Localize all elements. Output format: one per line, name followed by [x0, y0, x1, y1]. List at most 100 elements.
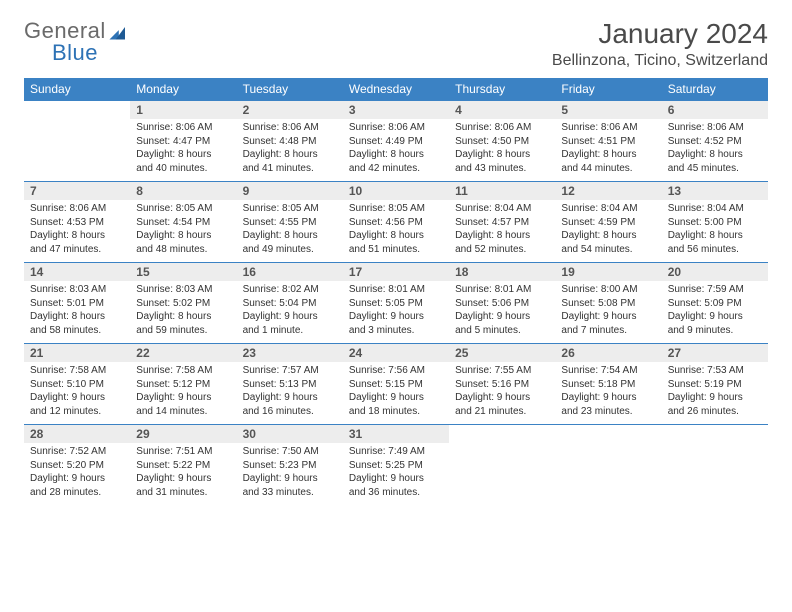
day-ss: Sunset: 5:02 PM [136, 297, 230, 311]
day-number-cell: 30 [237, 425, 343, 444]
day-ss: Sunset: 5:12 PM [136, 378, 230, 392]
day-sr: Sunrise: 8:03 AM [30, 283, 124, 297]
logo: GeneralBlue [24, 18, 128, 66]
weekday-header-row: Sunday Monday Tuesday Wednesday Thursday… [24, 78, 768, 101]
day-detail-cell: Sunrise: 8:00 AMSunset: 5:08 PMDaylight:… [555, 281, 661, 344]
day-d1: Daylight: 9 hours [30, 391, 124, 405]
day-ss: Sunset: 4:49 PM [349, 135, 443, 149]
day-sr: Sunrise: 8:06 AM [243, 121, 337, 135]
day-sr: Sunrise: 7:51 AM [136, 445, 230, 459]
day-d1: Daylight: 8 hours [30, 310, 124, 324]
day-detail-row: Sunrise: 8:03 AMSunset: 5:01 PMDaylight:… [24, 281, 768, 344]
weekday-header: Wednesday [343, 78, 449, 101]
day-number-cell: 11 [449, 182, 555, 201]
day-detail-cell: Sunrise: 8:06 AMSunset: 4:51 PMDaylight:… [555, 119, 661, 182]
day-d2: and 43 minutes. [455, 162, 549, 176]
day-sr: Sunrise: 8:06 AM [561, 121, 655, 135]
day-detail-cell: Sunrise: 8:03 AMSunset: 5:02 PMDaylight:… [130, 281, 236, 344]
day-detail-cell: Sunrise: 8:06 AMSunset: 4:47 PMDaylight:… [130, 119, 236, 182]
day-d2: and 9 minutes. [668, 324, 762, 338]
day-number-cell: 2 [237, 101, 343, 120]
day-detail-cell: Sunrise: 8:04 AMSunset: 5:00 PMDaylight:… [662, 200, 768, 263]
day-sr: Sunrise: 8:04 AM [561, 202, 655, 216]
day-detail-cell: Sunrise: 8:06 AMSunset: 4:48 PMDaylight:… [237, 119, 343, 182]
day-d2: and 26 minutes. [668, 405, 762, 419]
day-number-cell: 28 [24, 425, 130, 444]
day-d2: and 42 minutes. [349, 162, 443, 176]
day-number-cell: 3 [343, 101, 449, 120]
day-ss: Sunset: 5:23 PM [243, 459, 337, 473]
logo-mark-icon [108, 27, 128, 41]
day-ss: Sunset: 4:50 PM [455, 135, 549, 149]
day-detail-cell: Sunrise: 8:04 AMSunset: 4:57 PMDaylight:… [449, 200, 555, 263]
day-d2: and 28 minutes. [30, 486, 124, 500]
day-sr: Sunrise: 7:53 AM [668, 364, 762, 378]
day-d1: Daylight: 9 hours [455, 391, 549, 405]
day-number-row: 28293031 [24, 425, 768, 444]
day-d1: Daylight: 8 hours [455, 229, 549, 243]
day-ss: Sunset: 5:04 PM [243, 297, 337, 311]
weekday-header: Friday [555, 78, 661, 101]
day-ss: Sunset: 5:22 PM [136, 459, 230, 473]
day-ss: Sunset: 4:51 PM [561, 135, 655, 149]
day-sr: Sunrise: 7:54 AM [561, 364, 655, 378]
day-number-cell: 20 [662, 263, 768, 282]
day-sr: Sunrise: 8:06 AM [349, 121, 443, 135]
day-detail-cell: Sunrise: 8:01 AMSunset: 5:06 PMDaylight:… [449, 281, 555, 344]
day-sr: Sunrise: 8:04 AM [668, 202, 762, 216]
day-d2: and 54 minutes. [561, 243, 655, 257]
day-detail-row: Sunrise: 8:06 AMSunset: 4:47 PMDaylight:… [24, 119, 768, 182]
day-d1: Daylight: 8 hours [136, 148, 230, 162]
day-number-cell: 9 [237, 182, 343, 201]
day-ss: Sunset: 4:55 PM [243, 216, 337, 230]
day-number-cell: 24 [343, 344, 449, 363]
day-number-cell: 26 [555, 344, 661, 363]
day-number-cell: 13 [662, 182, 768, 201]
day-number-cell: 6 [662, 101, 768, 120]
day-d2: and 7 minutes. [561, 324, 655, 338]
day-ss: Sunset: 4:54 PM [136, 216, 230, 230]
day-ss: Sunset: 5:15 PM [349, 378, 443, 392]
day-sr: Sunrise: 8:03 AM [136, 283, 230, 297]
day-d2: and 16 minutes. [243, 405, 337, 419]
day-d1: Daylight: 8 hours [349, 148, 443, 162]
day-d1: Daylight: 9 hours [349, 472, 443, 486]
day-detail-cell [555, 443, 661, 505]
day-number-cell: 17 [343, 263, 449, 282]
day-number-cell: 14 [24, 263, 130, 282]
day-d2: and 40 minutes. [136, 162, 230, 176]
day-d2: and 56 minutes. [668, 243, 762, 257]
day-detail-cell: Sunrise: 8:04 AMSunset: 4:59 PMDaylight:… [555, 200, 661, 263]
day-ss: Sunset: 5:08 PM [561, 297, 655, 311]
day-sr: Sunrise: 7:57 AM [243, 364, 337, 378]
day-detail-cell: Sunrise: 8:06 AMSunset: 4:53 PMDaylight:… [24, 200, 130, 263]
day-detail-cell: Sunrise: 7:54 AMSunset: 5:18 PMDaylight:… [555, 362, 661, 425]
day-number-cell [555, 425, 661, 444]
day-d2: and 31 minutes. [136, 486, 230, 500]
day-ss: Sunset: 4:59 PM [561, 216, 655, 230]
day-number-cell: 22 [130, 344, 236, 363]
day-number-cell: 27 [662, 344, 768, 363]
day-d2: and 51 minutes. [349, 243, 443, 257]
day-number-cell: 19 [555, 263, 661, 282]
location-text: Bellinzona, Ticino, Switzerland [552, 52, 768, 70]
day-number-cell: 15 [130, 263, 236, 282]
day-detail-cell: Sunrise: 7:57 AMSunset: 5:13 PMDaylight:… [237, 362, 343, 425]
calendar-table: Sunday Monday Tuesday Wednesday Thursday… [24, 78, 768, 505]
day-detail-cell: Sunrise: 8:05 AMSunset: 4:55 PMDaylight:… [237, 200, 343, 263]
day-ss: Sunset: 5:20 PM [30, 459, 124, 473]
day-sr: Sunrise: 7:58 AM [30, 364, 124, 378]
day-number-cell: 12 [555, 182, 661, 201]
day-detail-cell: Sunrise: 8:06 AMSunset: 4:52 PMDaylight:… [662, 119, 768, 182]
day-d2: and 36 minutes. [349, 486, 443, 500]
day-sr: Sunrise: 8:06 AM [136, 121, 230, 135]
day-sr: Sunrise: 8:06 AM [668, 121, 762, 135]
day-number-row: 21222324252627 [24, 344, 768, 363]
day-detail-cell: Sunrise: 8:03 AMSunset: 5:01 PMDaylight:… [24, 281, 130, 344]
day-d1: Daylight: 8 hours [561, 229, 655, 243]
logo-text-blue: Blue [24, 40, 98, 66]
day-number-cell: 7 [24, 182, 130, 201]
day-detail-row: Sunrise: 7:58 AMSunset: 5:10 PMDaylight:… [24, 362, 768, 425]
day-detail-cell: Sunrise: 8:06 AMSunset: 4:50 PMDaylight:… [449, 119, 555, 182]
day-number-cell: 23 [237, 344, 343, 363]
